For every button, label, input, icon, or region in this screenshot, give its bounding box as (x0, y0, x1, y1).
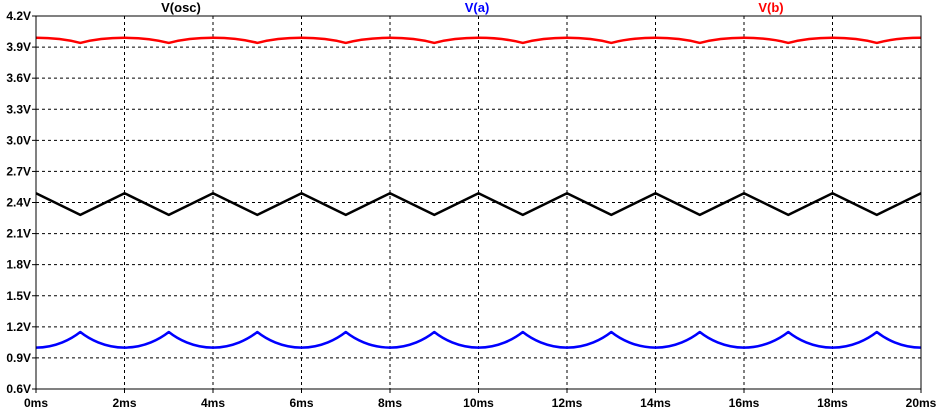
series-line-va (35, 330, 922, 349)
y-tick-label: 2.7V (6, 164, 31, 178)
y-tick-label: 3.9V (6, 40, 31, 54)
x-tick-label: 2ms (112, 396, 136, 410)
x-tick-label: 20ms (906, 396, 937, 410)
x-tick-label: 0ms (24, 396, 48, 410)
y-tick-label: 2.1V (6, 227, 31, 241)
y-tick-label: 3.0V (6, 133, 31, 147)
y-tick-label: 1.8V (6, 258, 31, 272)
legend-entry: V(b) (758, 0, 783, 15)
x-tick-label: 10ms (463, 396, 494, 410)
legend: V(osc) V(a) V(b) (161, 0, 784, 15)
x-tick-label: 8ms (378, 396, 402, 410)
x-tick-label: 4ms (201, 396, 225, 410)
axes: 0ms 2ms 4ms 6ms 8ms 10ms 12ms 14ms 16ms 18ms 20ms 0… (6, 9, 936, 410)
grid (36, 16, 921, 389)
series-line-vb (35, 36, 922, 45)
x-tick-label: 6ms (289, 396, 313, 410)
x-tick-label: 18ms (817, 396, 848, 410)
y-tick-label: 1.5V (6, 289, 31, 303)
x-tick-label: 16ms (729, 396, 760, 410)
y-tick-label: 2.4V (6, 196, 31, 210)
y-tick-label: 0.6V (6, 382, 31, 396)
legend-entry: V(osc) (161, 0, 201, 15)
legend-entry: V(a) (465, 0, 490, 15)
y-tick-label: 3.6V (6, 71, 31, 85)
x-tick-label: 14ms (640, 396, 671, 410)
y-tick-label: 0.9V (6, 351, 31, 365)
x-tick-label: 12ms (552, 396, 583, 410)
series-layer (35, 36, 922, 349)
y-tick-label: 4.2V (6, 9, 31, 23)
y-tick-label: 1.2V (6, 320, 31, 334)
y-tick-label: 3.3V (6, 102, 31, 116)
series-line-vosc (35, 191, 922, 217)
